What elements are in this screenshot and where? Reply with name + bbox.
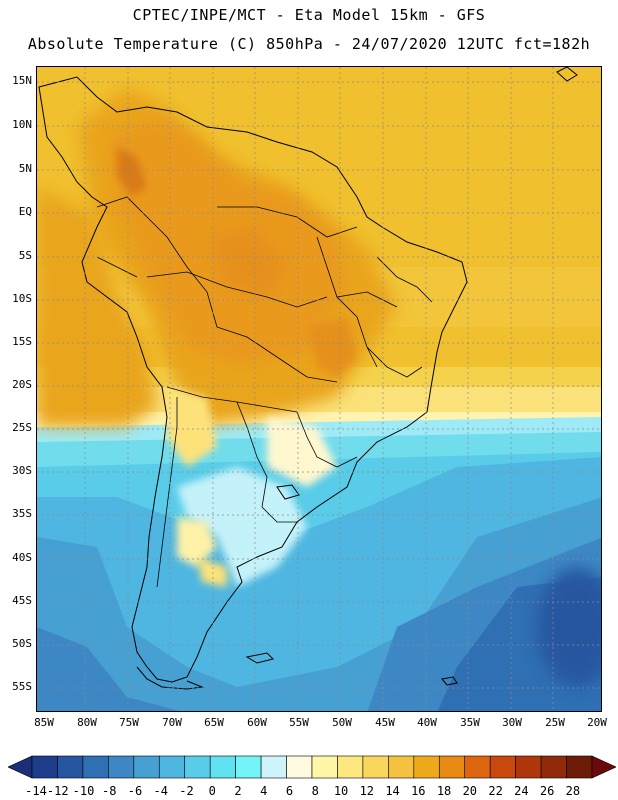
colorbar-swatch [413,755,440,779]
longitude-tick-label: 30W [502,716,522,729]
colorbar-tick-label: 14 [385,784,400,798]
colorbar [7,752,617,782]
longitude-tick-label: 70W [162,716,182,729]
temperature-field [37,67,601,711]
colorbar-swatch [464,755,491,779]
colorbar-swatch [209,755,236,779]
latitude-tick-label: 15S [12,335,32,348]
map-canvas [37,67,601,711]
longitude-tick-label: 45W [375,716,395,729]
chart-title: CPTEC/INPE/MCT - Eta Model 15km - GFS [132,6,486,24]
colorbar-swatch [82,755,109,779]
colorbar-swatch [235,755,262,779]
longitude-tick-label: 75W [119,716,139,729]
colorbar-tick-label: 12 [359,784,375,798]
colorbar-tick-label: 22 [488,784,503,798]
latitude-tick-label: 10N [12,118,32,131]
colorbar-tick-label: -4 [153,784,168,798]
colorbar-tick-label: 0 [208,784,216,798]
longitude-tick-label: 40W [417,716,437,729]
colorbar-tick-label: 6 [285,784,294,798]
longitude-tick-label: 50W [332,716,352,729]
longitude-tick-label: 20W [587,716,607,729]
colorbar-tick-label: 26 [539,784,555,798]
longitude-tick-label: 55W [289,716,309,729]
longitude-tick-label: 65W [204,716,224,729]
colorbar-tick-label: -8 [102,784,117,798]
colorbar-over-arrow [591,755,617,779]
colorbar-swatch [311,755,338,779]
latitude-tick-label: 35S [12,507,32,520]
colorbar-tick-label: 2 [234,784,242,798]
colorbar-tick-label: 16 [411,784,426,798]
colorbar-swatch [438,755,466,779]
colorbar-tick-label: -6 [127,784,143,798]
colorbar-tick-label: -14 [25,784,47,798]
colorbar-tick-label: -2 [179,784,194,798]
colorbar-swatch [31,755,58,779]
temperature-map [36,66,602,712]
latitude-tick-label: 20S [12,378,32,391]
colorbar-under-arrow [7,755,33,779]
colorbar-swatch [566,755,593,779]
coastline [38,67,578,690]
colorbar-tick-label: 10 [333,784,349,798]
colorbar-swatch [362,755,389,779]
colorbar-swatch [260,755,287,779]
latitude-tick-label: 45S [12,594,32,607]
colorbar-swatch [337,755,364,779]
colorbar-swatch [388,755,415,779]
colorbar-tick-label: 20 [462,784,478,798]
latitude-tick-label: 5S [18,249,32,262]
latitude-tick-label: 10S [12,292,32,305]
colorbar-tick-label: 18 [436,784,452,798]
colorbar-swatch [489,755,516,779]
colorbar-tick-label: 28 [565,784,581,798]
colorbar-tick-label: -12 [46,784,69,798]
longitude-tick-label: 85W [34,716,54,729]
longitude-tick-label: 80W [77,716,97,729]
country-borders [96,196,433,588]
latitude-tick-label: 25S [12,421,32,434]
colorbar-swatch [540,755,567,779]
colorbar-swatch [515,755,542,779]
latitude-tick-label: 15N [12,74,32,87]
latitude-tick-label: 40S [12,551,32,564]
colorbar-swatch [108,755,135,779]
chart-subtitle: Absolute Temperature (C) 850hPa - 24/07/… [27,35,591,53]
latitude-tick-label: EQ [18,205,32,218]
longitude-tick-label: 25W [545,716,565,729]
colorbar-canvas [7,755,617,779]
latitude-tick-label: 30S [12,464,32,477]
latitude-tick-label: 50S [12,637,32,650]
colorbar-swatch [57,755,84,779]
latitude-tick-label: 5N [18,162,32,175]
colorbar-swatch [286,755,313,779]
longitude-tick-label: 60W [247,716,267,729]
colorbar-tick-label: 8 [311,784,319,798]
colorbar-swatch [184,755,211,779]
colorbar-swatch [133,755,160,779]
colorbar-swatch [158,755,186,779]
colorbar-tick-label: 4 [260,784,268,798]
latitude-tick-label: 55S [12,680,32,693]
colorbar-tick-label: -10 [72,784,95,798]
colorbar-tick-label: 24 [514,784,529,798]
longitude-tick-label: 35W [460,716,480,729]
